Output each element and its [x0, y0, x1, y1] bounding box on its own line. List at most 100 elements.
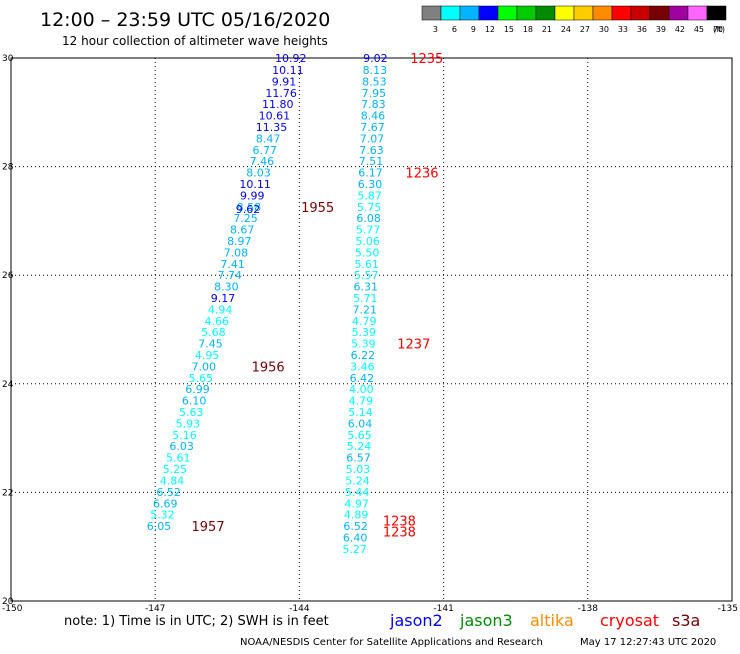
wave-height-point: 5.65 — [189, 372, 214, 385]
wave-height-point: 7.63 — [359, 144, 384, 157]
wave-height-point: 5.75 — [357, 201, 382, 214]
page-subtitle: 12 hour collection of altimeter wave hei… — [62, 34, 328, 48]
axis-labels: -150 -147 -144 -141 -138 -135 20 22 24 26 28 30 — [2, 54, 738, 614]
wave-height-point: 4.79 — [349, 395, 374, 408]
wave-height-point: 11.80 — [262, 98, 294, 111]
wave-height-point: 5.93 — [176, 417, 201, 430]
wave-height-point: 9.02 — [363, 52, 388, 65]
wave-height-point: 5.44 — [345, 486, 370, 499]
wave-height-point: 9.17 — [211, 292, 236, 305]
wave-height-point: 10.11 — [272, 64, 304, 77]
wave-height-point: 3.46 — [350, 360, 375, 373]
wave-height-point: 6.30 — [358, 178, 383, 191]
footer-timestamp: May 17 12:27:43 UTC 2020 — [580, 637, 716, 648]
legend-bin-label: 12 — [485, 25, 495, 34]
wave-height-point: 7.45 — [198, 338, 223, 351]
wave-height-point: 4.00 — [349, 383, 374, 396]
legend-swatch — [611, 5, 632, 21]
wave-height-point: 8.97 — [227, 235, 252, 248]
legend-bin-label: 30 — [599, 25, 609, 34]
legend-bin-label: 9 — [471, 25, 476, 34]
wave-height-point: 7.41 — [220, 258, 245, 271]
wave-height-point: 6.03 — [169, 440, 194, 453]
legend-swatch — [592, 5, 613, 21]
wave-height-point: 8.30 — [214, 281, 239, 294]
wave-height-point: 5.25 — [163, 463, 188, 476]
legend-swatch — [440, 5, 461, 21]
legend-bin-label: 21 — [542, 25, 552, 34]
wave-height-point: 9.62 — [236, 203, 261, 216]
wave-height-point: 7.07 — [360, 132, 385, 145]
satellite-label: jason2 — [389, 611, 443, 630]
wave-height-point: 9.91 — [272, 75, 297, 88]
wave-height-point: 8.47 — [256, 132, 281, 145]
x-tick-label: -141 — [433, 604, 453, 614]
wave-height-point: 5.06 — [355, 235, 380, 248]
legend-swatch — [687, 5, 708, 21]
wave-height-point: 4.97 — [344, 497, 369, 510]
legend-swatch — [706, 5, 727, 21]
wave-height-point: 7.74 — [217, 269, 242, 282]
wave-height-point: 4.66 — [204, 315, 229, 328]
wave-height-point: 8.46 — [361, 110, 386, 123]
wave-height-point: 5.39 — [352, 326, 377, 339]
pass-time-label: 1956 — [252, 360, 285, 375]
pass-time-label: 1238 — [383, 515, 416, 530]
wave-height-point: 7.95 — [362, 87, 387, 100]
wave-height-point: 6.42 — [350, 372, 375, 385]
pass-time-label: 1955 — [301, 201, 334, 216]
wave-height-point: 6.69 — [153, 497, 178, 510]
wave-height-point: 5.61 — [166, 452, 191, 465]
wave-height-point: 6.99 — [185, 383, 210, 396]
wave-height-point: 5.14 — [348, 406, 373, 419]
pass-time-label: 1235 — [410, 52, 443, 67]
wave-height-point: 5.61 — [354, 258, 379, 271]
wave-height-point: 5.71 — [353, 292, 378, 305]
y-tick-label: 24 — [2, 380, 14, 390]
wave-height-point: 10.11 — [239, 178, 271, 191]
wave-height-point: 8.53 — [362, 75, 387, 88]
wave-height-point: 6.22 — [351, 349, 376, 362]
wave-height-point: 4.84 — [160, 474, 185, 487]
y-tick-label: 22 — [2, 488, 13, 498]
x-tick-label: -150 — [2, 604, 23, 614]
legend-bin-label: 70 — [713, 25, 723, 34]
wave-height-point: 6.77 — [253, 144, 278, 157]
x-tick-label: -144 — [289, 604, 310, 614]
wave-height-point: 6.31 — [353, 281, 378, 294]
legend-bin-label: 36 — [637, 25, 647, 34]
legend-swatch — [421, 5, 442, 21]
wave-height-point: 7.25 — [233, 212, 258, 225]
pass-time-label: 1957 — [192, 520, 225, 535]
legend-bin-label: 33 — [618, 25, 628, 34]
wave-height-point: 4.94 — [208, 303, 233, 316]
wave-height-point: 4.89 — [344, 509, 369, 522]
legend-swatch — [554, 5, 575, 21]
wave-height-point: 6.05 — [147, 520, 172, 533]
satellite-label: cryosat — [600, 611, 659, 630]
page-title: 12:00 – 23:59 UTC 05/16/2020 — [40, 9, 330, 31]
legend-bin-label: 15 — [504, 25, 514, 34]
y-tick-label: 26 — [2, 271, 14, 281]
x-tick-label: -147 — [145, 604, 165, 614]
wave-height-point: 10.92 — [275, 52, 307, 65]
legend-swatch — [668, 5, 689, 21]
legend-swatch — [630, 5, 651, 21]
wave-height-point: 7.21 — [353, 303, 378, 316]
wave-height-point: 8.03 — [246, 167, 271, 180]
wave-height-point: 6.10 — [182, 395, 207, 408]
pass-time-label: 1237 — [397, 338, 430, 353]
legend-swatch — [573, 5, 594, 21]
x-tick-label: -138 — [578, 604, 599, 614]
satellite-label: altika — [530, 611, 574, 630]
pass-time-label: 1238 — [383, 525, 416, 540]
legend-bin-label: 6 — [452, 25, 457, 34]
wave-height-point: 7.83 — [361, 98, 386, 111]
wave-height-point: 5.32 — [150, 509, 175, 522]
wave-height-point: 8.13 — [363, 64, 388, 77]
wave-height-point: 5.27 — [342, 543, 367, 556]
wave-height-point: 5.39 — [351, 338, 376, 351]
wave-height-point: 5.24 — [345, 474, 370, 487]
